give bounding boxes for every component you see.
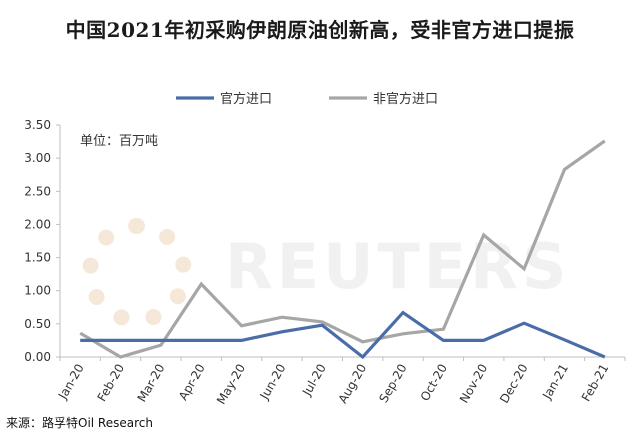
- x-tick-label: Sep-20: [376, 362, 409, 406]
- y-tick-label: 0.00: [24, 350, 51, 364]
- watermark-text: REUTERS: [225, 230, 571, 303]
- y-tick-label: 3.00: [24, 151, 51, 165]
- x-tick-label: Dec-20: [497, 362, 531, 406]
- x-tick-label: Aug-20: [336, 362, 370, 406]
- x-tick-label: Mar-20: [135, 362, 168, 405]
- y-tick-label: 3.50: [24, 118, 51, 132]
- y-tick-label: 2.50: [24, 184, 51, 198]
- x-tick-label: Feb-21: [579, 362, 612, 404]
- x-tick-label: Jul-20: [299, 362, 329, 399]
- chart-legend: 官方进口 非官方进口: [176, 91, 438, 107]
- legend-label-unofficial: 非官方进口: [373, 91, 438, 107]
- x-tick-label: May-20: [214, 362, 248, 407]
- series-line-official: [80, 310, 606, 360]
- x-tick-label: Apr-20: [176, 362, 208, 403]
- y-tick-label: 1.50: [24, 251, 51, 265]
- x-tick-label: Feb-20: [95, 362, 128, 404]
- x-axis-ticks: Jan-20 Feb-20 Mar-20 Apr-20 May-20 Jun-20 Jul-…: [55, 357, 626, 407]
- x-tick-label: Jun-20: [257, 362, 289, 403]
- x-tick-label: Jan-21: [539, 362, 571, 403]
- y-axis-ticks: 0.00 0.50 1.00 1.50 2.00 2.50 3.00 3.50: [24, 118, 60, 364]
- x-tick-label: Jan-20: [55, 362, 87, 403]
- source-note: 来源：路孚特Oil Research: [6, 416, 153, 430]
- y-tick-label: 0.50: [24, 317, 51, 331]
- x-tick-label: Oct-20: [418, 362, 450, 404]
- y-tick-label: 2.00: [24, 217, 51, 231]
- chart-axes: [59, 125, 625, 358]
- chart-title: 中国2021年初采购伊朗原油创新高，受非官方进口提振: [65, 18, 575, 42]
- series-line-unofficial: [79, 139, 606, 359]
- x-tick-label: Nov-20: [457, 362, 490, 406]
- series-lines: [79, 139, 606, 360]
- unit-label: 单位：百万吨: [80, 134, 159, 149]
- legend-label-official: 官方进口: [220, 91, 272, 107]
- y-tick-label: 1.00: [24, 284, 51, 298]
